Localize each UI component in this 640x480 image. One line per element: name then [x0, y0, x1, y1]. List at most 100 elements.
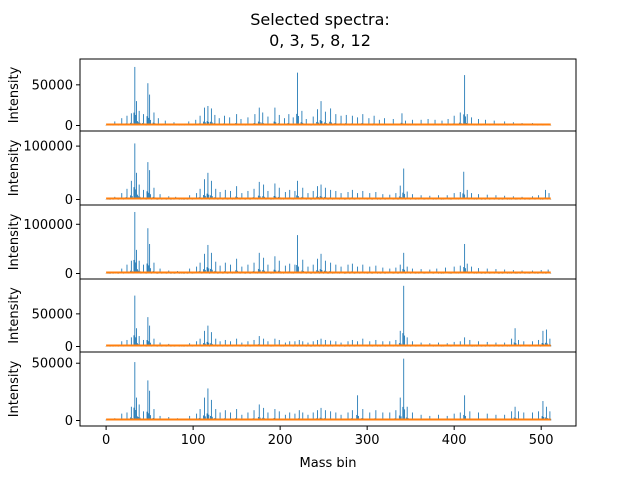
- spectrum-bar: [130, 195, 131, 200]
- spectrum-bar: [241, 266, 243, 274]
- spectrum-bar: [236, 186, 238, 200]
- spectrum-bar: [206, 193, 208, 200]
- spectrum-bar: [307, 414, 309, 421]
- spectrum-bar: [405, 120, 406, 126]
- spectrum-bar: [199, 115, 201, 126]
- spectrum-bar: [230, 264, 231, 274]
- spectrum-bar: [289, 341, 291, 347]
- spectrum-bar: [189, 415, 191, 421]
- spectrum-bar: [146, 263, 148, 274]
- spectrum-bar: [204, 253, 205, 274]
- spectrum-bar: [253, 262, 255, 274]
- spectrum-bar: [206, 267, 208, 274]
- spectrum-bar: [382, 412, 384, 421]
- spectrum-bar: [121, 118, 123, 126]
- spectrum-bar: [136, 397, 137, 421]
- spectrum-bar: [378, 119, 380, 126]
- spectrum-bar: [230, 190, 231, 200]
- spectrum-bar: [189, 268, 191, 274]
- spectrum-bar: [204, 397, 205, 421]
- spectrum-bar: [206, 413, 208, 421]
- spectrum-bar: [545, 329, 547, 347]
- spectrum-bar: [150, 119, 151, 126]
- y-tick-label: 0: [65, 267, 73, 282]
- spectrum-bar: [138, 404, 140, 421]
- spectrum-bar: [319, 120, 321, 126]
- spectrum-bar: [464, 337, 466, 347]
- spectrum-bar: [542, 401, 544, 421]
- spectrum-bar: [511, 411, 513, 421]
- spectrum-bar: [147, 162, 149, 200]
- spectrum-bar: [466, 114, 468, 126]
- spectrum-bar: [312, 190, 314, 200]
- spectrum-bar: [133, 407, 135, 421]
- spectrum-bar: [330, 262, 332, 274]
- spectrum-bar: [463, 414, 465, 421]
- spectrum-bar: [195, 119, 197, 126]
- spectrum-bar: [247, 190, 249, 200]
- spectrum-bar: [340, 115, 342, 126]
- spectrum-bar: [196, 193, 198, 200]
- spectrum-bar: [219, 192, 221, 200]
- spectrum-bar: [204, 179, 205, 200]
- spectrum-bar: [297, 115, 299, 126]
- spectrum-bar: [105, 419, 107, 421]
- spectrum-bar: [263, 407, 265, 421]
- spectrum-bar: [459, 192, 461, 200]
- spectrum-bar: [446, 415, 448, 421]
- spectrum-bar: [147, 317, 149, 347]
- x-tick-label: 200: [268, 433, 293, 448]
- spectrum-bar: [445, 267, 446, 274]
- panel-frame: [79, 351, 577, 427]
- spectrum-bar: [150, 415, 151, 421]
- spectrum-bar: [453, 341, 455, 347]
- spectrum-bar: [296, 113, 298, 126]
- spectrum-bar: [199, 262, 201, 274]
- spectrum-bar: [236, 409, 238, 421]
- spectrum-bar: [469, 339, 471, 347]
- spectrum-bar: [136, 172, 137, 200]
- spectrum-bar: [153, 262, 155, 274]
- spectrum-bar: [399, 397, 401, 421]
- spectrum-bar: [224, 410, 226, 421]
- spectrum-bar: [305, 118, 307, 126]
- spectrum-bar: [420, 269, 422, 274]
- spectrum-bar: [274, 338, 276, 347]
- spectrum-bar: [247, 412, 249, 421]
- spectrum-bar: [135, 189, 137, 200]
- spectrum-bar: [453, 115, 455, 126]
- spectrum-bar: [241, 193, 243, 200]
- spectrum-bar: [204, 330, 205, 347]
- spectrum-bar: [550, 418, 552, 421]
- spectrum-bar: [347, 341, 349, 347]
- spectrum-bar: [230, 341, 231, 347]
- spectrum-bar: [203, 415, 204, 421]
- figure-title-line-1: Selected spectra:: [250, 10, 390, 29]
- spectrum-bar: [453, 413, 455, 421]
- spectrum-bar: [404, 193, 406, 200]
- spectrum-bar: [446, 195, 448, 200]
- spectrum-bar: [478, 341, 479, 347]
- x-tick-label: 400: [442, 433, 467, 448]
- spectrum-bar: [345, 114, 347, 126]
- spectrum-bar: [493, 120, 495, 126]
- spectrum-bar: [375, 339, 377, 347]
- spectrum-bar: [210, 399, 212, 421]
- spectrum-bar: [224, 115, 225, 126]
- spectrum-bar: [138, 184, 140, 200]
- spectrum-bar: [258, 404, 260, 421]
- spectrum-bar: [302, 341, 304, 347]
- spectrum-bar: [373, 115, 375, 126]
- spectrum-bar: [210, 268, 211, 274]
- spectrum-bar: [406, 337, 408, 347]
- spectrum-bar: [362, 338, 364, 347]
- spectrum-bar: [278, 339, 280, 347]
- spectrum-bar: [147, 380, 149, 421]
- spectrum-bar: [463, 171, 465, 200]
- spectrum-bar: [146, 340, 148, 347]
- spectrum-bar: [274, 183, 276, 200]
- spectrum-bar: [236, 258, 238, 274]
- spectrum-bar: [538, 339, 540, 347]
- spectrum-bar: [369, 341, 371, 347]
- spectrum-bar: [137, 269, 138, 274]
